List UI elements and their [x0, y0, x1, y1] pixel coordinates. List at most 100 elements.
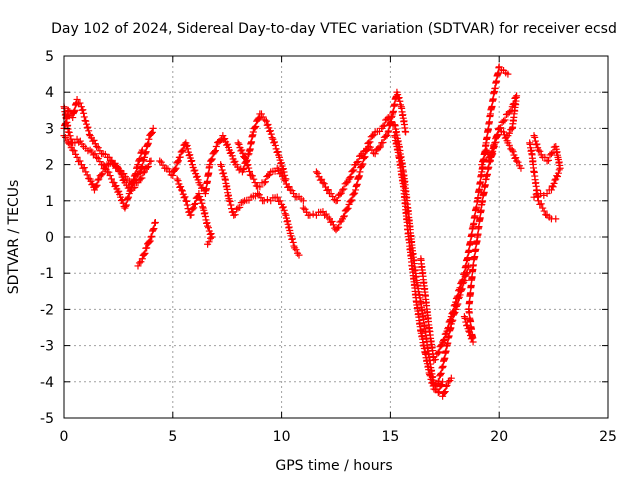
- data-point-fill: [555, 166, 563, 174]
- data-point-fill: [277, 159, 285, 167]
- data-point-fill: [347, 173, 355, 181]
- data-point-fill: [551, 176, 559, 184]
- data-point-fill: [444, 325, 452, 333]
- data-point-fill: [137, 149, 145, 157]
- data-point-fill: [239, 198, 247, 206]
- data-point-fill: [279, 203, 287, 211]
- data-point: [295, 251, 303, 259]
- data-point: [147, 157, 155, 165]
- data-point-fill: [70, 147, 78, 155]
- data-point: [77, 103, 85, 111]
- data-point-fill: [454, 292, 462, 300]
- data-point-fill: [447, 316, 455, 324]
- data-point-fill: [67, 135, 75, 143]
- data-point: [513, 157, 521, 165]
- data-point-fill: [540, 191, 548, 199]
- data-point: [82, 117, 90, 125]
- data-point-fill: [357, 151, 365, 159]
- data-point-fill: [382, 132, 390, 140]
- data-point-fill: [261, 178, 269, 186]
- data-point-fill: [178, 187, 186, 195]
- data-point-fill: [369, 132, 377, 140]
- data-layer: [60, 63, 564, 400]
- data-point-fill: [220, 169, 228, 177]
- data-point-fill: [288, 235, 296, 243]
- data-point-fill: [245, 164, 253, 172]
- data-point-fill: [342, 179, 350, 187]
- data-point: [456, 284, 464, 292]
- data-point-fill: [329, 221, 337, 229]
- data-point-fill: [359, 160, 367, 168]
- data-point: [371, 150, 379, 158]
- data-point-fill: [361, 147, 369, 155]
- data-point-fill: [227, 148, 235, 156]
- data-point: [452, 298, 460, 306]
- data-point-fill: [66, 132, 74, 140]
- data-point-fill: [437, 369, 445, 377]
- data-point: [95, 175, 103, 183]
- data-point-fill: [460, 270, 468, 278]
- data-point-fill: [533, 140, 541, 148]
- data-point: [254, 190, 262, 198]
- data-point: [69, 146, 77, 154]
- data-point-fill: [227, 201, 235, 209]
- data-point: [547, 150, 555, 158]
- data-point-fill: [178, 147, 186, 155]
- data-point-fill: [360, 147, 368, 155]
- data-point: [508, 124, 516, 132]
- data-point-fill: [350, 190, 358, 198]
- data-point-fill: [463, 321, 471, 329]
- data-point-fill: [204, 224, 212, 232]
- data-point-fill: [189, 205, 197, 213]
- y-tick-label: 0: [45, 230, 54, 246]
- data-point: [143, 244, 151, 252]
- data-point-fill: [397, 101, 405, 109]
- data-point-fill: [343, 205, 351, 213]
- data-point-fill: [261, 116, 269, 124]
- data-point: [73, 95, 81, 103]
- y-tick-label: -5: [40, 411, 54, 427]
- data-point: [402, 128, 410, 136]
- data-point-fill: [85, 127, 93, 135]
- data-point-fill: [99, 170, 107, 178]
- data-point-fill: [541, 153, 549, 161]
- data-point: [93, 153, 101, 161]
- data-point: [530, 132, 538, 140]
- data-point: [141, 168, 149, 176]
- data-point: [234, 204, 242, 212]
- data-point-fill: [285, 183, 293, 191]
- data-point: [138, 255, 146, 263]
- data-point-fill: [82, 120, 90, 128]
- data-point-fill: [94, 144, 102, 152]
- data-point-fill: [453, 293, 461, 301]
- data-point-fill: [157, 158, 165, 166]
- data-point-fill: [426, 372, 434, 380]
- data-point-fill: [375, 144, 383, 152]
- data-point-fill: [83, 171, 91, 179]
- data-point-fill: [224, 140, 232, 148]
- data-point: [299, 204, 307, 212]
- data-point-fill: [505, 108, 513, 116]
- data-point-fill: [379, 122, 387, 130]
- data-point: [447, 374, 455, 382]
- data-point: [447, 313, 455, 321]
- data-point-fill: [136, 155, 144, 163]
- data-point-fill: [116, 167, 124, 175]
- y-tick-label: 5: [45, 49, 54, 65]
- data-point-fill: [277, 169, 285, 177]
- data-point-fill: [149, 226, 157, 234]
- data-point-fill: [244, 151, 252, 159]
- data-point-fill: [328, 217, 336, 225]
- data-point-fill: [135, 259, 143, 267]
- data-point-fill: [145, 238, 153, 246]
- data-point: [273, 193, 281, 201]
- data-point-fill: [438, 364, 446, 372]
- data-point-fill: [186, 151, 194, 159]
- data-point: [319, 179, 327, 187]
- data-point-fill: [184, 145, 192, 153]
- data-point: [206, 161, 214, 169]
- data-point: [534, 146, 542, 154]
- data-point-fill: [437, 342, 445, 350]
- tick-layer: 0 5 10 15 20 25 -5 -4 -3 -2 -1 0 1 2 3 4 5: [40, 49, 617, 445]
